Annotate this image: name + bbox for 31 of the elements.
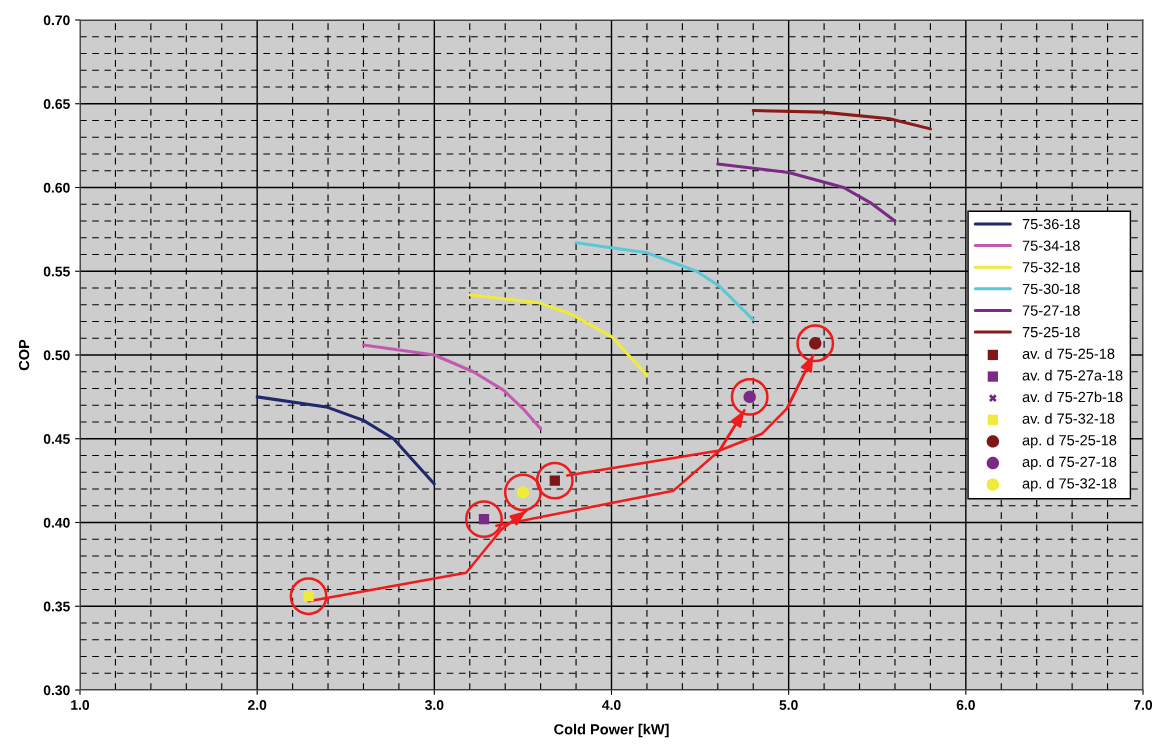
y-tick-label: 0.70 (43, 15, 70, 26)
legend-label: 75-30-18 (1022, 283, 1080, 295)
legend-label: 75-27-18 (1022, 305, 1080, 316)
y-tick-label: 0.30 (43, 685, 70, 696)
x-tick-label: 1.0 (71, 700, 90, 710)
y-tick-label: 0.65 (43, 99, 70, 109)
legend-label: 75-36-18 (1022, 218, 1080, 230)
legend-label: 75-34-18 (1022, 240, 1080, 251)
y-tick-label: 0.55 (43, 266, 70, 277)
x-tick-label: 7.0 (1133, 700, 1153, 710)
x-tick-label: 4.0 (602, 700, 621, 710)
y-tick-label: 0.60 (43, 182, 70, 193)
x-tick-label: 6.0 (956, 700, 975, 710)
legend-label: av. d 75-32-18 (1022, 413, 1115, 424)
legend-label: 75-32-18 (1022, 262, 1080, 273)
x-tick-label: 3.0 (425, 700, 444, 710)
legend-label: av. d 75-27a-18 (1022, 369, 1123, 381)
legend-label: av. d 75-25-18 (1022, 348, 1115, 359)
legend-label: av. d 75-27b-18 (1022, 391, 1123, 403)
x-tick-label: 5.0 (779, 700, 798, 710)
y-tick-label: 0.40 (43, 517, 70, 528)
x-axis-title: Cold Power [kW] (554, 723, 669, 738)
legend-label: ap. d 75-32-18 (1022, 477, 1117, 492)
y-axis-title: COP (18, 339, 30, 371)
x-tick-label: 2.0 (248, 700, 267, 710)
y-tick-label: 0.50 (43, 350, 70, 361)
y-tick-label: 0.45 (43, 434, 70, 444)
legend-label: 75-25-18 (1022, 326, 1080, 338)
legend-label: ap. d 75-27-18 (1022, 456, 1117, 470)
y-tick-label: 0.35 (43, 601, 70, 612)
legend-label: ap. d 75-25-18 (1022, 434, 1117, 449)
